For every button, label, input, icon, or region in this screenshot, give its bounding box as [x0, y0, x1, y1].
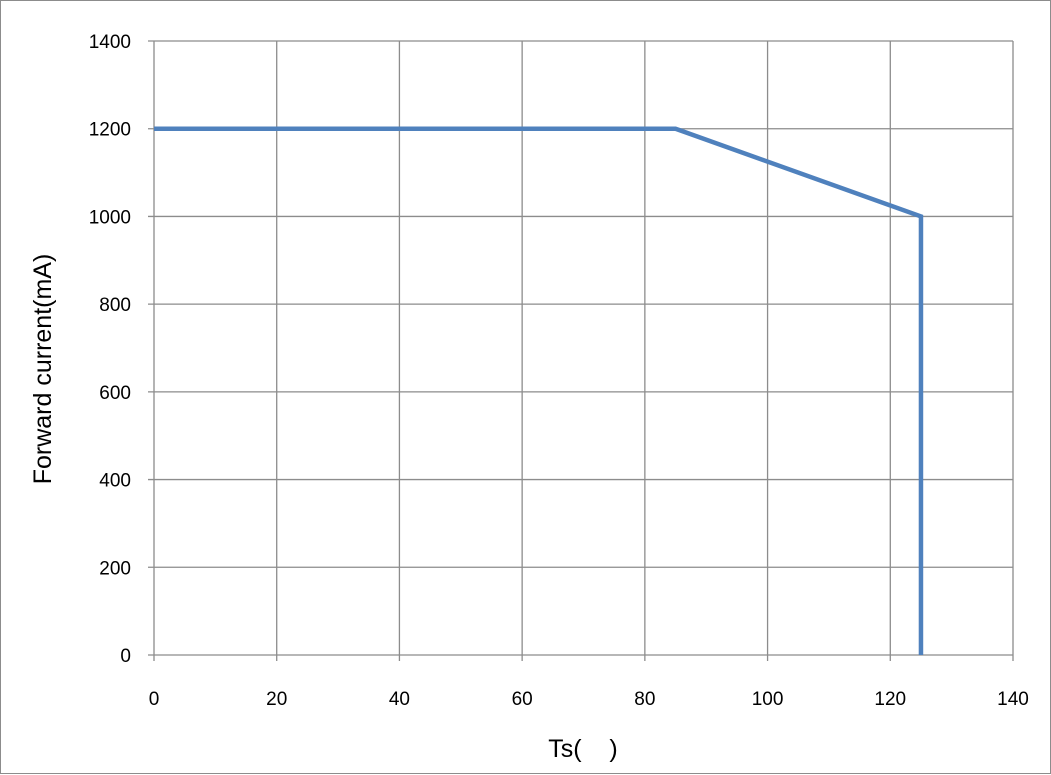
- y-tick-label: 800: [99, 295, 131, 316]
- x-tick-label: 120: [874, 689, 906, 710]
- grid: [148, 40, 1014, 661]
- y-tick-label: 1000: [89, 207, 131, 228]
- y-tick-label: 1200: [89, 120, 131, 141]
- x-tick-label: 0: [149, 689, 160, 710]
- series-line: [154, 126, 924, 655]
- y-tick-label: 400: [99, 471, 131, 492]
- x-tick-label: 80: [634, 689, 655, 710]
- y-tick-label: 0: [120, 646, 131, 667]
- x-tick-label: 100: [752, 689, 784, 710]
- y-tick-label: 1400: [89, 32, 131, 53]
- x-tick-labels: 0 20 40 60 80 100 120 140: [149, 689, 1029, 710]
- series-layer: [154, 126, 924, 655]
- x-tick-label: 140: [997, 689, 1029, 710]
- x-tick-label: 20: [266, 689, 287, 710]
- x-axis-title: Ts( ): [548, 735, 617, 763]
- x-tick-label: 40: [389, 689, 410, 710]
- y-tick-label: 600: [99, 383, 131, 404]
- y-tick-label: 200: [99, 558, 131, 579]
- x-tick-label: 60: [512, 689, 533, 710]
- y-axis-title: Forward current(mA): [29, 254, 57, 485]
- y-tick-labels: 0 200 400 600 800 1000 1200 1400: [89, 32, 131, 667]
